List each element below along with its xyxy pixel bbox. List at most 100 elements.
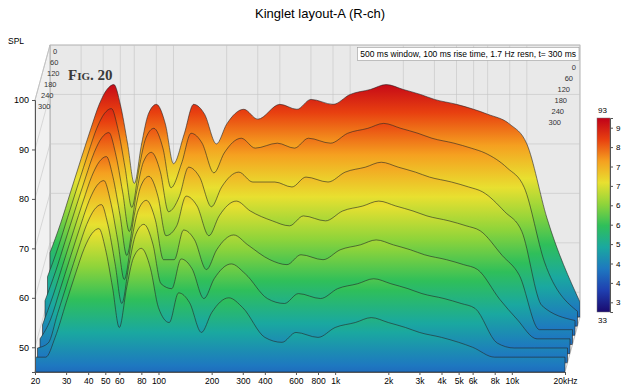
chart-svg: Kinglet layout-A (R-ch)SPL50607080901002…	[0, 0, 631, 392]
chart-container: Kinglet layout-A (R-ch)SPL50607080901002…	[0, 0, 631, 392]
depth-tick-label: 60	[50, 58, 58, 67]
tick: 100	[14, 95, 35, 105]
tick-mark	[32, 347, 35, 348]
tick: 7	[610, 182, 621, 191]
tick-mark	[610, 244, 613, 245]
depth-tick-label: 120	[557, 85, 570, 94]
tick-label: 70	[19, 244, 29, 254]
depth-tick-label: 240	[551, 107, 564, 116]
tick: 70	[19, 244, 35, 254]
tick-label: 40	[84, 376, 94, 386]
tick-label: 4	[616, 260, 621, 269]
tick-label: 80	[137, 376, 147, 386]
title: Kinglet layout-A (R-ch)	[255, 6, 385, 21]
tick-label: 50	[19, 343, 29, 353]
tick-mark	[610, 167, 613, 168]
figure-label: Fig. 20	[68, 67, 113, 83]
tick-mark	[512, 372, 513, 375]
y-axis-title: SPL	[8, 36, 24, 46]
grid-line-y-side	[35, 144, 50, 199]
tick: 90	[19, 145, 35, 155]
tick: 4	[610, 260, 621, 269]
tick-mark	[119, 372, 120, 375]
tick-mark	[105, 372, 106, 375]
tick: 60	[19, 293, 35, 303]
tick-mark	[610, 205, 613, 206]
axis-line	[611, 119, 614, 313]
tick-label: 1k	[331, 376, 341, 386]
tick-mark	[473, 372, 474, 375]
tick-mark	[32, 298, 35, 299]
tick: 3	[610, 298, 621, 307]
tick-label: 3k	[415, 376, 425, 386]
tick-mark	[610, 128, 613, 129]
tick-mark	[459, 372, 460, 375]
axis: 50 60 70 80 90 100	[14, 95, 36, 372]
grid-line-y	[50, 45, 580, 46]
tick-label: 8k	[491, 376, 501, 386]
tick-label: 6	[616, 221, 621, 230]
depth-tick-label: 180	[44, 80, 57, 89]
tick: 4	[610, 279, 621, 288]
tick-label: 6k	[469, 376, 479, 386]
tick: 4k	[438, 372, 448, 386]
colorbar-max: 93	[598, 106, 607, 115]
tick: 400	[258, 372, 272, 386]
tick-label: 90	[19, 145, 29, 155]
tick-mark	[388, 372, 389, 375]
tick-label: 30	[62, 376, 72, 386]
grid	[35, 45, 580, 372]
tick-label: 80	[19, 194, 29, 204]
tick-mark	[66, 372, 67, 375]
tick: 5k	[455, 372, 465, 386]
tick-mark	[565, 372, 566, 375]
depth-tick-label: 120	[47, 69, 60, 78]
depth-tick-label: 0	[572, 63, 576, 72]
tick-label: 4k	[438, 376, 448, 386]
tick: 20kHz	[553, 372, 577, 386]
tick-mark	[610, 264, 613, 265]
annotation: 500 ms window, 100 ms rise time, 1.7 Hz …	[360, 49, 576, 59]
slices	[35, 85, 580, 372]
grid-line-y-side	[35, 94, 50, 149]
tick-mark	[32, 149, 35, 150]
tick: 10k	[505, 372, 519, 386]
tick: 6k	[469, 372, 479, 386]
tick-label: 5	[616, 240, 621, 249]
tick: 40	[84, 372, 94, 386]
tick: 50	[19, 343, 35, 353]
box	[35, 45, 580, 372]
tick-mark	[318, 372, 319, 375]
tick: 7	[610, 163, 621, 172]
tick-label: 100	[152, 376, 166, 386]
tick-label: 2k	[384, 376, 394, 386]
tick-label: 20	[31, 376, 41, 386]
tick-mark	[495, 372, 496, 375]
tick-label: 8	[616, 143, 621, 152]
grid-line-x	[580, 45, 581, 317]
axis: 9 8 7 7 6 6 5 4 4 3	[610, 119, 621, 313]
tick-mark	[335, 372, 336, 375]
tick-label: 6	[616, 201, 621, 210]
tick-label: 3	[616, 298, 621, 307]
tick: 5	[610, 240, 621, 249]
tick: 6	[610, 221, 621, 230]
depth-tick-label: 300	[38, 102, 51, 111]
tick-mark	[610, 283, 613, 284]
tick: 1k	[331, 372, 341, 386]
tick-label: 400	[258, 376, 272, 386]
tick-label: 50	[101, 376, 111, 386]
tick-label: 200	[205, 376, 219, 386]
tick: 2k	[384, 372, 394, 386]
tick-mark	[419, 372, 420, 375]
tick: 6	[610, 201, 621, 210]
tick-label: 7	[616, 163, 621, 172]
tick: 300	[236, 372, 250, 386]
tick: 9	[610, 124, 621, 133]
grid-line-y-side	[35, 193, 50, 248]
tick: 30	[62, 372, 72, 386]
tick: 800	[311, 372, 325, 386]
tick-mark	[212, 372, 213, 375]
annotation-box	[357, 48, 579, 61]
axis: 2030405060801002003004006008001k2k3k4k5k…	[31, 372, 578, 386]
